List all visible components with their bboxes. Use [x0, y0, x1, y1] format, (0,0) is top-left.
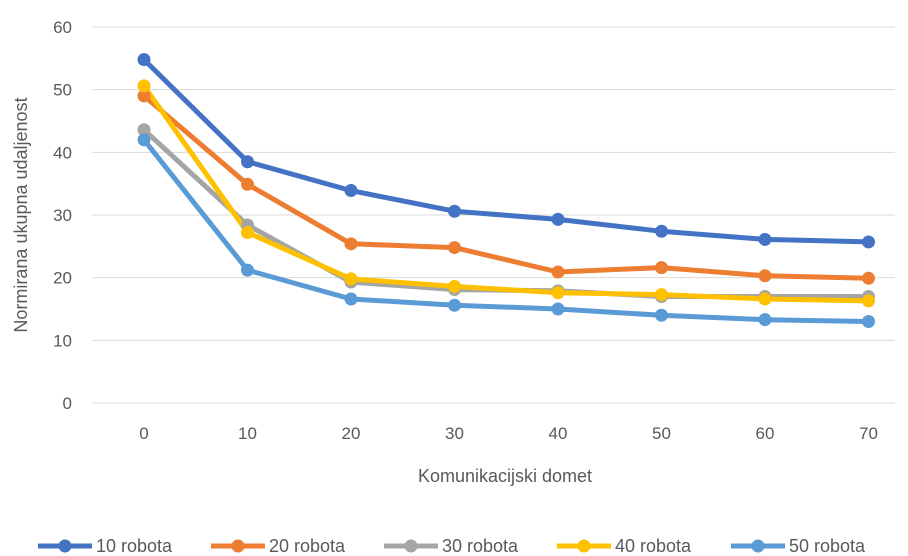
x-tick-label: 20 [342, 424, 361, 443]
data-point [655, 308, 668, 322]
legend-label: 20 robota [269, 536, 346, 556]
x-tick-label: 0 [139, 424, 148, 443]
y-tick-label: 60 [53, 18, 72, 37]
data-point [862, 271, 875, 285]
x-tick-label: 60 [756, 424, 775, 443]
x-tick-label: 70 [859, 424, 878, 443]
data-point [137, 53, 151, 67]
data-point [655, 288, 668, 302]
data-point [448, 241, 461, 255]
legend-marker [231, 539, 245, 553]
legend-marker [58, 539, 72, 553]
legend-label: 40 robota [615, 536, 692, 556]
data-point [551, 302, 565, 316]
legend-label: 30 robota [442, 536, 519, 556]
y-tick-label: 30 [53, 206, 72, 225]
y-tick-label: 40 [53, 143, 72, 162]
data-point [241, 155, 254, 169]
legend-label: 50 robota [789, 536, 866, 556]
data-point [862, 235, 875, 249]
x-tick-label: 30 [445, 424, 464, 443]
data-point [344, 272, 358, 286]
data-point [241, 177, 254, 191]
series-lines [141, 57, 871, 324]
series-line [141, 137, 871, 324]
x-tick-label: 40 [549, 424, 568, 443]
y-tick-label: 10 [53, 331, 72, 350]
data-point [137, 133, 151, 147]
legend-marker [577, 539, 591, 553]
data-point [758, 313, 772, 327]
series-line [141, 57, 871, 245]
data-point [448, 298, 461, 312]
series-line [141, 83, 871, 304]
y-tick-label: 0 [63, 394, 72, 413]
data-point [758, 292, 772, 306]
x-tick-label: 10 [238, 424, 257, 443]
data-point [344, 237, 358, 251]
x-tick-label: 50 [652, 424, 671, 443]
data-point [758, 232, 772, 246]
legend-marker [751, 539, 765, 553]
legend-marker [404, 539, 418, 553]
data-point [862, 294, 875, 308]
y-axis-ticks: 0 10 20 30 40 50 60 [53, 18, 72, 413]
legend: 10 robota 20 robota 30 robota 40 robota 50 r… [38, 536, 866, 556]
data-point [448, 279, 461, 293]
data-point [551, 286, 565, 300]
x-axis-title: Komunikacijski domet [418, 466, 592, 486]
data-point [655, 261, 668, 275]
data-point [448, 204, 461, 218]
data-point [655, 224, 668, 238]
data-point [862, 315, 875, 329]
data-point [137, 123, 151, 137]
y-tick-label: 50 [53, 81, 72, 100]
y-axis-title: Normirana ukupna udaljenost [11, 97, 31, 332]
data-point [344, 292, 358, 306]
data-point [551, 265, 565, 279]
data-point [758, 269, 772, 283]
data-point [551, 212, 565, 226]
data-point [241, 263, 254, 277]
data-point [344, 184, 358, 198]
data-point [137, 89, 151, 103]
data-point [137, 79, 151, 93]
series-points [137, 53, 875, 329]
x-axis-ticks: 0 10 20 30 40 50 60 70 [139, 424, 878, 443]
data-point [241, 226, 254, 240]
legend-label: 10 robota [96, 536, 173, 556]
gridlines [92, 26, 895, 404]
y-tick-label: 20 [53, 269, 72, 288]
series-line [141, 93, 871, 281]
